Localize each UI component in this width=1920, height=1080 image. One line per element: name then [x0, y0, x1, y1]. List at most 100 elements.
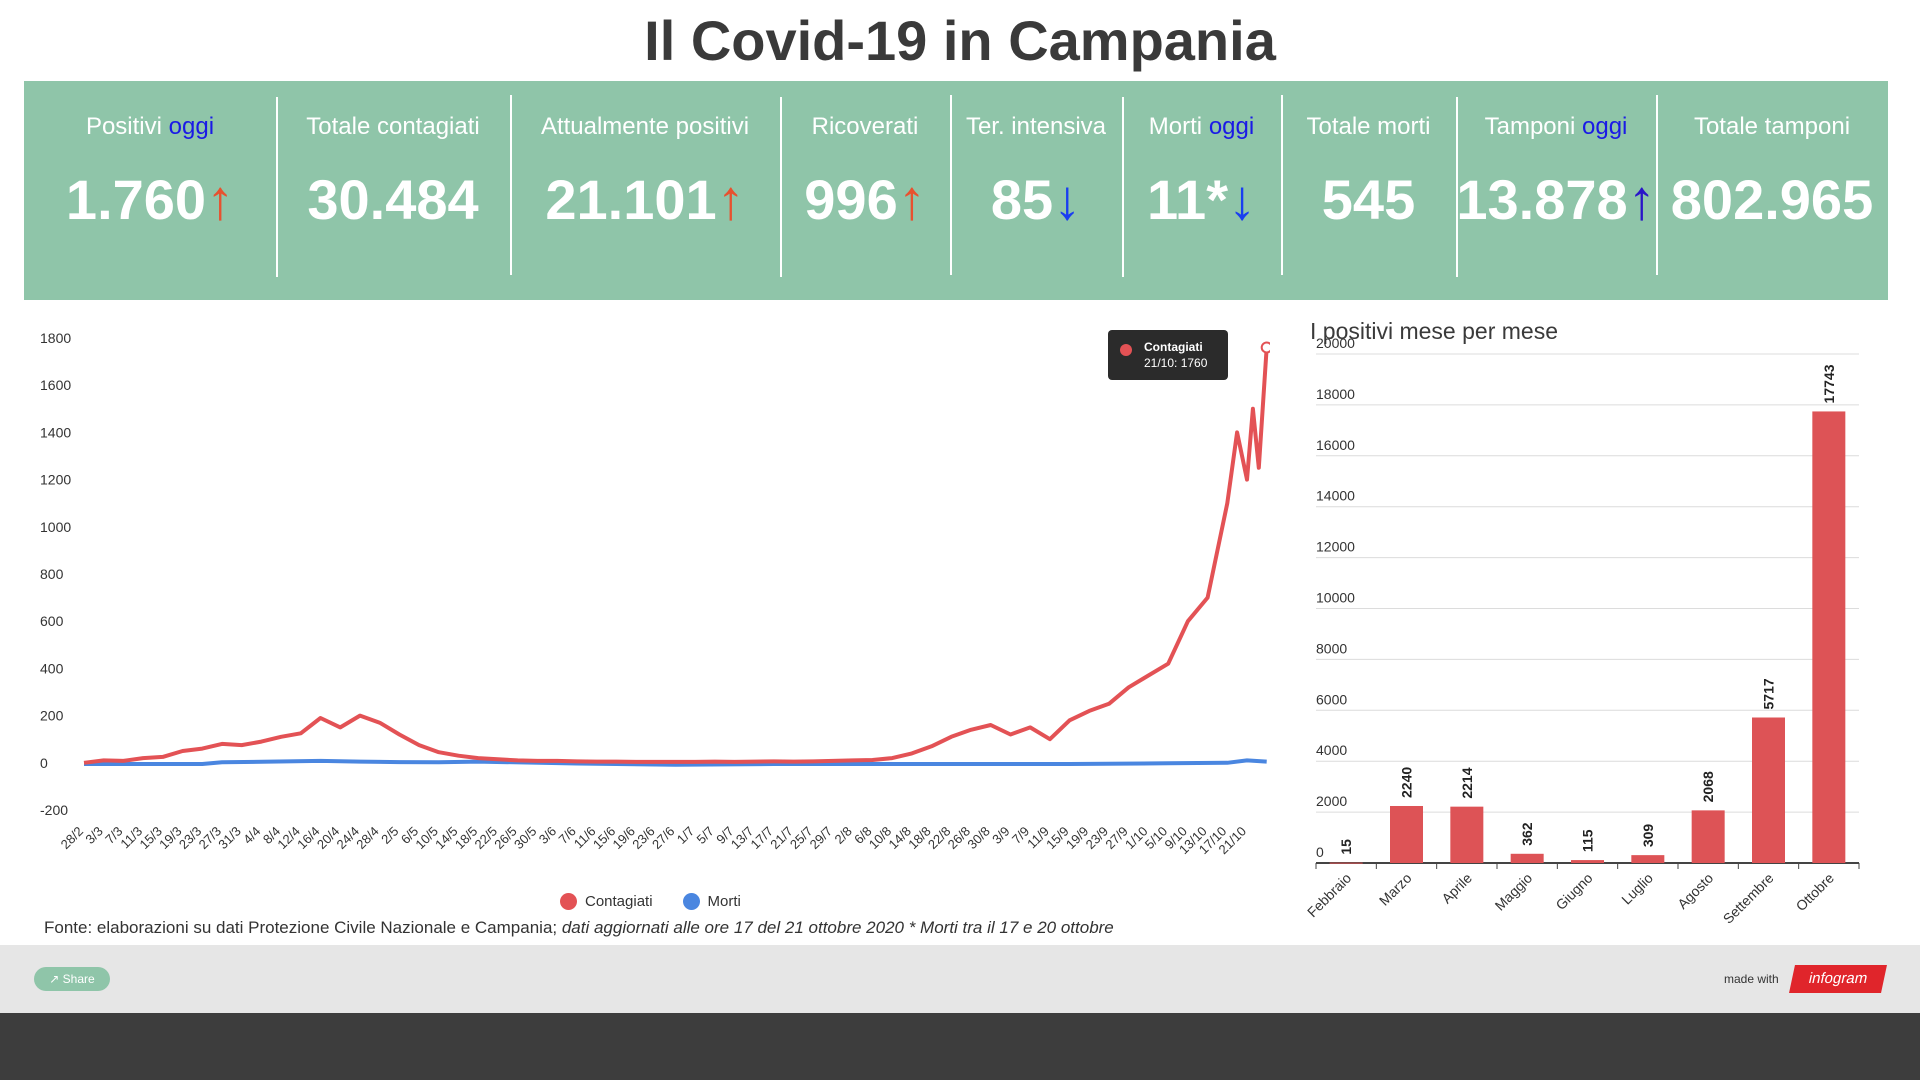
x-tick-label: 29/7 — [807, 824, 836, 853]
stat-label-highlight: oggi — [1582, 113, 1628, 140]
y-tick-label: 18000 — [1316, 386, 1355, 402]
bar-value-label: 2068 — [1700, 771, 1716, 802]
bar-value-label: 115 — [1580, 829, 1596, 852]
stat-label-text: Attualmente positivi — [540, 113, 750, 140]
y-tick-label: 2000 — [1316, 793, 1347, 809]
stat-value: 85↓ — [950, 167, 1122, 232]
stat-0: Positivi oggi 1.760↑ — [24, 81, 276, 300]
stat-value: 802.965 — [1656, 167, 1888, 232]
y-tick-label: 0 — [40, 755, 48, 771]
bar-luglio — [1631, 855, 1665, 863]
bottom-bar — [0, 1013, 1920, 1080]
legend-dot-morti — [682, 893, 700, 910]
bar-febbraio — [1329, 862, 1363, 864]
legend-label-morti[interactable]: Morti — [707, 893, 741, 910]
stat-number: 1.760 — [65, 168, 207, 231]
tooltip-series: Contagiati — [1144, 340, 1203, 354]
made-with-label: made with — [1724, 972, 1779, 986]
x-tick-label: 30/8 — [964, 824, 993, 853]
arrow-up-icon: ↑ — [897, 168, 926, 231]
stat-divider — [950, 95, 952, 275]
x-tick-label: Agosto — [1674, 870, 1716, 912]
arrow-down-icon: ↓ — [1053, 168, 1082, 231]
stat-6: Totale morti 545 — [1281, 81, 1456, 300]
share-label: Share — [62, 972, 95, 986]
stat-divider — [1281, 95, 1283, 275]
tooltip-dot — [1120, 344, 1132, 356]
stat-label-text: Totale contagiati — [306, 113, 480, 140]
stat-number: 13.878 — [1456, 168, 1628, 231]
y-tick-label: 1000 — [40, 519, 71, 535]
stat-label: Totale contagiati — [276, 113, 510, 141]
stat-divider — [276, 97, 278, 277]
x-tick-label: Settembre — [1720, 870, 1777, 927]
bar-giugno — [1571, 860, 1604, 863]
highlight-point — [1260, 341, 1270, 354]
x-tick-label: 30/5 — [511, 824, 540, 853]
bar-value-label: 15 — [1338, 839, 1354, 855]
y-tick-label: 1200 — [40, 472, 71, 488]
stat-value: 21.101↑ — [510, 167, 780, 232]
y-tick-label: -200 — [40, 802, 68, 818]
stat-4: Ter. intensiva 85↓ — [950, 81, 1122, 300]
stat-label: Ter. intensiva — [950, 113, 1122, 141]
y-tick-label: 1600 — [40, 377, 71, 393]
bar-aprile — [1450, 806, 1484, 863]
stat-8: Totale tamponi 802.965 — [1656, 81, 1888, 300]
bar-value-label: 5717 — [1761, 678, 1777, 709]
y-tick-label: 400 — [40, 660, 64, 676]
stat-value: 30.484 — [276, 167, 510, 232]
stat-number: 996 — [804, 168, 898, 231]
stat-divider — [1656, 95, 1658, 275]
source-italic: dati aggiornati alle ore 17 del 21 ottob… — [557, 918, 1114, 937]
stat-divider — [510, 95, 512, 275]
legend-dot-contagiati — [560, 893, 577, 910]
y-tick-label: 14000 — [1316, 488, 1355, 504]
stat-label-text: Positivi — [85, 113, 162, 140]
arrow-down-icon: ↓ — [1228, 168, 1256, 231]
y-tick-label: 0 — [1316, 844, 1324, 860]
y-tick-label: 200 — [40, 708, 64, 724]
stat-label-text: Ter. intensiva — [965, 113, 1107, 140]
page-title: Il Covid-19 in Campania — [644, 9, 1276, 72]
stat-7: Tamponi oggi 13.878↑ — [1456, 81, 1656, 300]
arrow-up-icon: ↑ — [716, 168, 745, 231]
y-tick-label: 4000 — [1316, 742, 1347, 758]
legend-label-contagiati[interactable]: Contagiati — [585, 893, 653, 910]
share-button[interactable]: ↗ Share — [34, 967, 110, 991]
stat-5: Morti oggi 11*↓ — [1122, 81, 1281, 300]
daily-line-chart: 1800 1600 1400 1200 1000 800 600 400 200 0 -200 28/… — [40, 330, 1270, 857]
x-tick-label: Luglio — [1618, 870, 1656, 908]
infogram-logo[interactable]: infogram — [1789, 965, 1887, 993]
x-tick-label: Aprile — [1438, 870, 1475, 907]
stat-number: 11* — [1147, 168, 1228, 231]
y-tick-label: 8000 — [1316, 640, 1347, 656]
stat-divider — [780, 97, 782, 277]
source-note: Fonte: elaborazioni su dati Protezione C… — [44, 918, 1114, 938]
bar-value-label: 2240 — [1399, 767, 1415, 798]
x-tick-label: Giugno — [1552, 870, 1595, 913]
stat-label: Ricoverati — [780, 113, 950, 141]
x-tick-label: 28/2 — [58, 824, 87, 853]
arrow-up-icon: ↑ — [206, 168, 235, 231]
arrow-up-icon: ↑ — [1627, 168, 1656, 231]
y-tick-label: 1800 — [40, 330, 71, 346]
stat-label: Morti oggi — [1122, 113, 1281, 141]
stat-divider — [1122, 97, 1124, 277]
x-tick-label: Marzo — [1376, 870, 1415, 909]
y-tick-label: 6000 — [1316, 691, 1347, 707]
stat-number: 802.965 — [1670, 168, 1874, 231]
footer: ↗ Share made with infogram — [0, 945, 1920, 1013]
x-tick-label: 31/3 — [215, 824, 244, 853]
chart-tooltip: Contagiati 21/10: 1760 — [1108, 330, 1228, 380]
bar-value-label: 362 — [1519, 822, 1535, 846]
stats-panel: Positivi oggi 1.760↑ Totale contagiati 30.4… — [24, 81, 1888, 300]
bar-value-label: 309 — [1640, 824, 1656, 848]
x-tick-label: Ottobre — [1793, 870, 1837, 914]
stat-label-text: Ricoverati — [811, 113, 919, 140]
stat-label-text: Morti — [1148, 113, 1203, 140]
stat-value: 545 — [1281, 167, 1456, 232]
stat-number: 30.484 — [307, 168, 479, 231]
bar-settembre — [1752, 717, 1785, 863]
stat-label-text: Tamponi — [1484, 113, 1576, 140]
